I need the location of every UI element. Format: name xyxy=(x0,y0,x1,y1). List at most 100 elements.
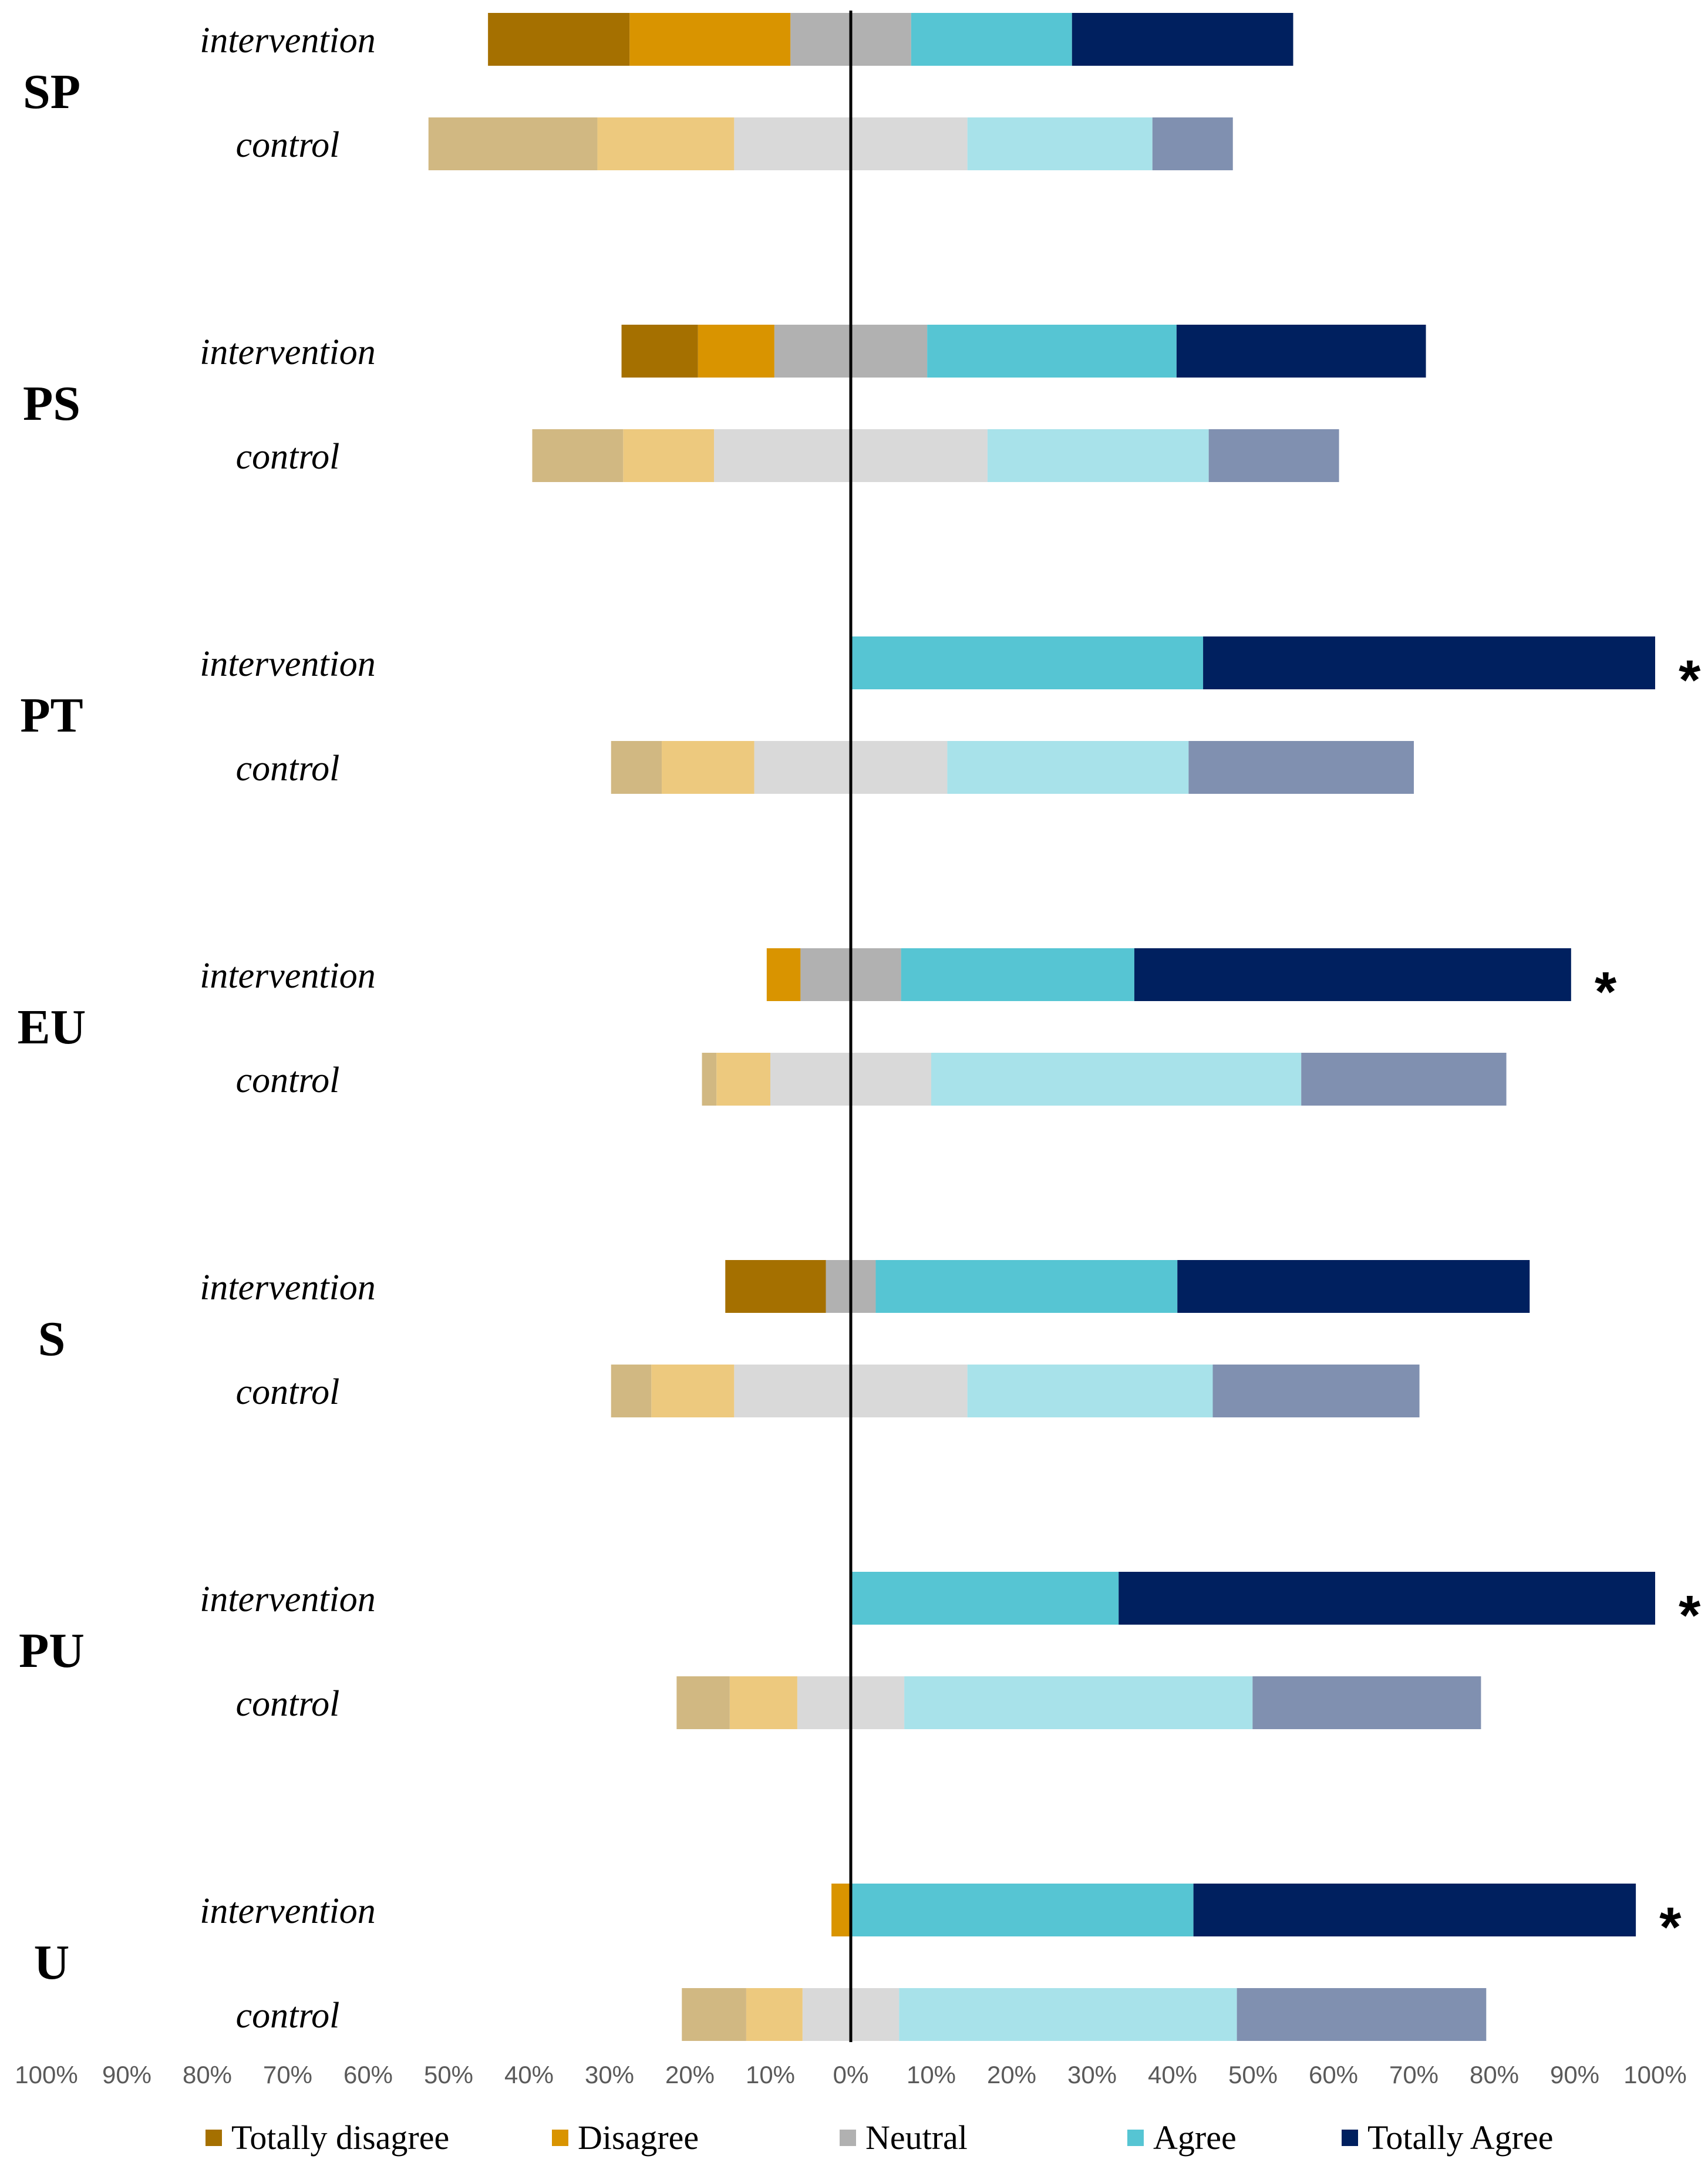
bar-eu-control-totally-disagree xyxy=(702,1053,717,1106)
x-tick-label: 30% xyxy=(585,2061,634,2088)
bar-pu-control-neutral-left xyxy=(797,1676,851,1729)
bar-s-intervention-totally-agree xyxy=(1177,1260,1530,1313)
bar-eu-control-totally-agree xyxy=(1301,1053,1507,1106)
x-tick-label: 20% xyxy=(665,2061,715,2088)
bar-s-control-neutral-left xyxy=(734,1365,851,1417)
legend-swatch-totally-agree xyxy=(1342,2130,1358,2146)
bar-sp-control-neutral-right xyxy=(851,117,968,170)
legend-label-disagree: Disagree xyxy=(578,2118,699,2157)
x-tick-label: 0% xyxy=(833,2061,869,2088)
bar-u-intervention-agree xyxy=(851,1884,1194,1936)
bar-s-control-totally-disagree xyxy=(611,1365,652,1417)
bar-u-control-disagree xyxy=(746,1988,803,2041)
row-label-s-intervention: intervention xyxy=(200,1268,376,1308)
x-tick-label: 100% xyxy=(1623,2061,1686,2088)
x-tick-label: 70% xyxy=(263,2061,312,2088)
bar-pu-control-disagree xyxy=(729,1676,797,1729)
group-label-sp: SP xyxy=(23,65,80,119)
row-label-ps-control: control xyxy=(236,437,340,477)
x-tick-label: 10% xyxy=(746,2061,795,2088)
group-label-pu: PU xyxy=(19,1623,85,1678)
x-tick-label: 60% xyxy=(1309,2061,1358,2088)
bar-pu-control-neutral-right xyxy=(851,1676,905,1729)
bar-u-intervention-totally-agree xyxy=(1193,1884,1636,1936)
row-label-pt-intervention: intervention xyxy=(200,644,376,684)
bar-pu-intervention-agree xyxy=(851,1572,1119,1625)
x-tick-label: 30% xyxy=(1067,2061,1117,2088)
x-tick-label: 80% xyxy=(1470,2061,1519,2088)
significance-star-pt: * xyxy=(1679,649,1701,712)
bar-s-intervention-neutral-left xyxy=(826,1260,851,1313)
bar-sp-intervention-agree xyxy=(911,13,1072,66)
bar-eu-control-neutral-left xyxy=(770,1053,851,1106)
bar-eu-control-neutral-right xyxy=(851,1053,931,1106)
legend: Totally disagree Disagree Neutral Agree Tota… xyxy=(206,2118,1553,2157)
significance-star-u: * xyxy=(1659,1896,1682,1959)
bar-u-control-neutral-right xyxy=(851,1988,900,2041)
bar-pu-intervention-totally-agree xyxy=(1119,1572,1655,1625)
bar-ps-control-agree xyxy=(987,429,1209,482)
x-tick-label: 70% xyxy=(1389,2061,1439,2088)
legend-swatch-totally-disagree xyxy=(206,2130,222,2146)
bar-sp-intervention-totally-agree xyxy=(1072,13,1293,66)
bar-ps-intervention-totally-disagree xyxy=(621,325,698,378)
bar-ps-intervention-disagree xyxy=(698,325,774,378)
bar-s-control-totally-agree xyxy=(1212,1365,1420,1417)
legend-label-totally-agree: Totally Agree xyxy=(1367,2118,1553,2157)
group-label-pt: PT xyxy=(20,688,83,743)
bar-eu-intervention-neutral-right xyxy=(851,948,901,1001)
bar-sp-intervention-disagree xyxy=(629,13,791,66)
bar-pt-intervention-totally-agree xyxy=(1203,636,1655,689)
legend-swatch-disagree xyxy=(552,2130,568,2146)
group-label-s: S xyxy=(38,1312,66,1366)
significance-star-pu: * xyxy=(1679,1584,1701,1647)
legend-label-agree: Agree xyxy=(1153,2118,1237,2157)
bar-pt-control-totally-agree xyxy=(1188,741,1414,794)
row-label-pu-control: control xyxy=(236,1684,340,1724)
x-tick-label: 90% xyxy=(1550,2061,1599,2088)
bar-sp-control-agree xyxy=(967,117,1153,170)
bar-sp-intervention-neutral-left xyxy=(790,13,851,66)
bar-s-intervention-agree xyxy=(875,1260,1178,1313)
bar-pu-control-agree xyxy=(904,1676,1253,1729)
row-label-u-control: control xyxy=(236,1996,340,2036)
bar-ps-control-totally-disagree xyxy=(532,429,624,482)
bar-pt-control-totally-disagree xyxy=(611,741,662,794)
bar-ps-control-disagree xyxy=(623,429,715,482)
bar-eu-control-disagree xyxy=(716,1053,770,1106)
legend-swatch-agree xyxy=(1127,2130,1144,2146)
bar-ps-intervention-neutral-right xyxy=(851,325,928,378)
legend-swatch-neutral xyxy=(840,2130,856,2146)
bar-s-intervention-totally-disagree xyxy=(725,1260,826,1313)
bar-eu-intervention-disagree xyxy=(766,948,801,1001)
x-tick-label: 50% xyxy=(424,2061,473,2088)
bar-pt-control-agree xyxy=(947,741,1189,794)
bar-eu-control-agree xyxy=(931,1053,1302,1106)
bar-sp-intervention-neutral-right xyxy=(851,13,911,66)
bar-pt-control-disagree xyxy=(662,741,754,794)
bar-sp-control-neutral-left xyxy=(734,117,851,170)
x-tick-label: 40% xyxy=(1148,2061,1197,2088)
x-tick-label: 90% xyxy=(102,2061,151,2088)
bar-eu-intervention-agree xyxy=(901,948,1134,1001)
bar-ps-control-totally-agree xyxy=(1208,429,1339,482)
bar-eu-intervention-neutral-left xyxy=(800,948,851,1001)
group-label-u: U xyxy=(34,1935,70,1990)
x-tick-label: 40% xyxy=(504,2061,554,2088)
x-axis-tick-labels: 100% 90% 80% 70% 60% 50% 40% 30% 20% 10% 0% 10% 20% 3… xyxy=(15,2061,1686,2088)
row-label-pt-control: control xyxy=(236,749,340,789)
bar-s-control-agree xyxy=(967,1365,1213,1417)
x-tick-label: 60% xyxy=(343,2061,393,2088)
group-label-eu: EU xyxy=(18,1000,86,1055)
bar-sp-control-totally-disagree xyxy=(428,117,598,170)
bar-ps-intervention-neutral-left xyxy=(774,325,851,378)
row-label-u-intervention: intervention xyxy=(200,1891,376,1931)
bar-ps-intervention-totally-agree xyxy=(1176,325,1426,378)
bar-u-control-agree xyxy=(899,1988,1237,2041)
labels-layer: SP intervention control PS intervention contr… xyxy=(18,21,1701,2036)
x-tick-label: 20% xyxy=(987,2061,1036,2088)
bar-u-control-neutral-left xyxy=(802,1988,851,2041)
row-label-eu-intervention: intervention xyxy=(200,956,376,996)
x-tick-label: 100% xyxy=(15,2061,78,2088)
